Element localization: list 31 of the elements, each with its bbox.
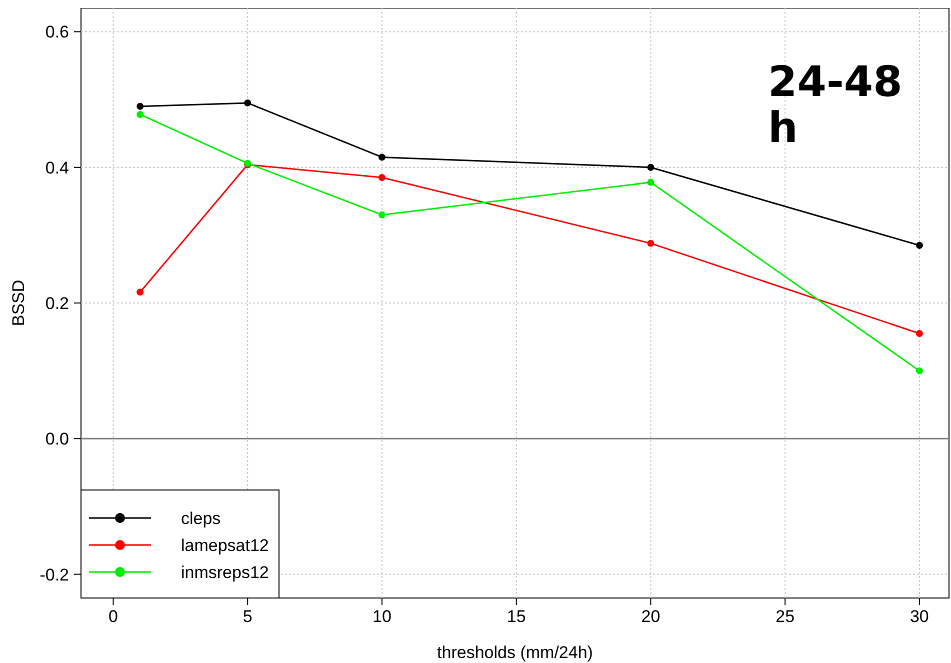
legend-label: inmsreps12 <box>181 563 269 582</box>
x-tick-label: 10 <box>372 607 392 626</box>
x-tick-label: 30 <box>910 607 929 626</box>
x-tick-label: 20 <box>641 607 660 626</box>
point <box>244 99 252 106</box>
x-tick-label: 25 <box>776 607 795 626</box>
x-axis-title: thresholds (mm/24h) <box>437 643 593 662</box>
point <box>916 367 923 374</box>
point <box>916 242 923 249</box>
y-tick-label: 0.0 <box>45 430 69 449</box>
y-tick-label: -0.2 <box>40 565 69 584</box>
point <box>136 110 144 118</box>
legend-label: lamepsat12 <box>181 536 269 555</box>
annotation: 24-48 h <box>768 57 902 152</box>
point <box>136 288 144 296</box>
point <box>647 240 654 247</box>
point <box>378 211 386 218</box>
y-tick-label: 0.2 <box>45 294 69 313</box>
x-tick-label: 5 <box>242 607 252 626</box>
x-tick-label: 0 <box>108 607 118 626</box>
y-tick-label: 0.4 <box>45 158 69 178</box>
x-tick-label: 15 <box>506 607 526 626</box>
point <box>136 102 144 110</box>
y-tick-label: 0.6 <box>45 22 69 42</box>
point <box>378 154 386 161</box>
point <box>378 174 386 182</box>
y-axis-title: BSSD <box>9 280 28 326</box>
point <box>647 178 654 186</box>
point <box>647 164 654 171</box>
legend-label: cleps <box>181 509 221 528</box>
point <box>916 330 923 338</box>
